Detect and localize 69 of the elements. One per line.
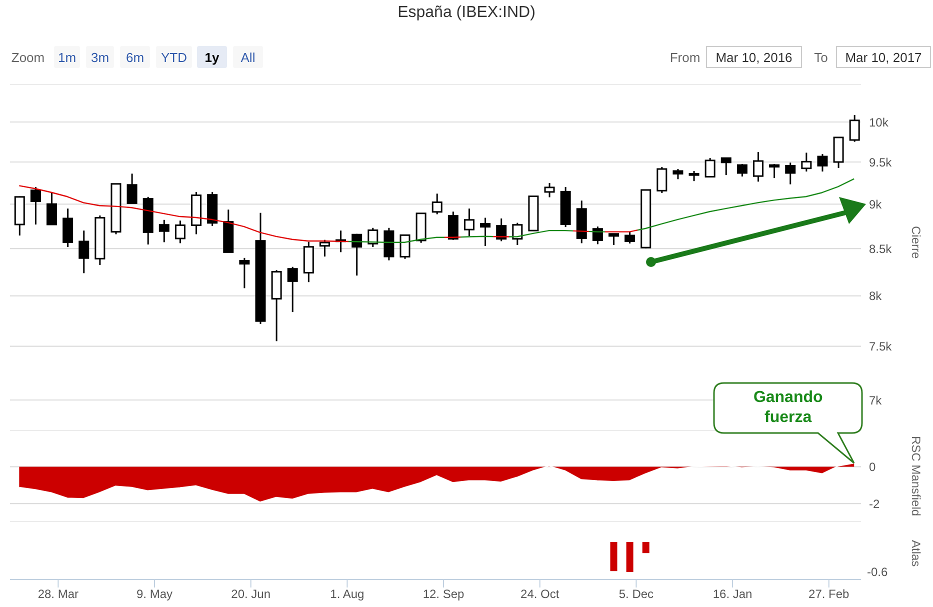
y-tick-label: 7k bbox=[869, 393, 883, 408]
candlestick bbox=[319, 239, 330, 258]
candlestick bbox=[464, 208, 474, 237]
x-tick-label: 12. Sep bbox=[422, 587, 465, 602]
candlestick bbox=[672, 168, 684, 180]
text: -0.6 bbox=[867, 564, 888, 580]
y-axis-title: Atlas bbox=[908, 538, 924, 569]
text: YTD bbox=[156, 46, 192, 68]
candlestick bbox=[720, 157, 732, 176]
y-tick-label: 7.5k bbox=[869, 339, 893, 354]
x-tick-label: 20. Jun bbox=[231, 587, 271, 602]
text: 1m bbox=[54, 46, 80, 68]
text: From bbox=[668, 48, 702, 66]
y-tick-label: -2 bbox=[869, 496, 880, 511]
y-tick-label: 10k bbox=[869, 115, 890, 130]
candlestick bbox=[608, 233, 619, 246]
candlestick bbox=[769, 163, 780, 179]
candlestick bbox=[78, 230, 90, 274]
text: To bbox=[813, 48, 829, 66]
candlestick bbox=[544, 182, 555, 198]
candlestick bbox=[352, 233, 362, 276]
candlestick bbox=[736, 163, 748, 178]
candlestick bbox=[287, 266, 298, 313]
annotation: Ganando fuerza bbox=[752, 388, 824, 428]
candlestick bbox=[512, 222, 523, 246]
candlestick bbox=[400, 234, 410, 260]
x-tick-label: 24. Oct bbox=[520, 587, 560, 602]
candlestick bbox=[432, 192, 442, 215]
candlestick bbox=[688, 170, 700, 182]
x-tick-label: 5. Dec bbox=[618, 587, 654, 602]
candlestick bbox=[158, 219, 170, 243]
candlestick bbox=[46, 192, 58, 226]
candlestick bbox=[239, 257, 250, 289]
text: 1y bbox=[197, 46, 227, 68]
x-tick-label: 27. Feb bbox=[808, 587, 850, 602]
y-tick-label: 9.5k bbox=[869, 155, 893, 170]
candlestick bbox=[126, 172, 138, 204]
text: Mar 10, 2017 bbox=[836, 46, 931, 68]
candlestick bbox=[817, 153, 828, 172]
y-axis-title: RSC Mansfield bbox=[908, 434, 924, 518]
y-tick-label: 0 bbox=[869, 460, 876, 474]
y-tick-label: 8k bbox=[869, 289, 883, 304]
candlestick bbox=[62, 208, 74, 248]
candlestick bbox=[656, 166, 668, 194]
candlestick bbox=[496, 218, 507, 242]
candlestick bbox=[753, 151, 764, 182]
candlestick bbox=[174, 220, 186, 244]
x-tick-label: 16. Jan bbox=[712, 587, 752, 602]
candlestick bbox=[785, 162, 796, 186]
candlestick bbox=[624, 231, 636, 244]
candlestick bbox=[801, 152, 812, 172]
y-tick-label: 8.5k bbox=[869, 242, 893, 256]
text: Zoom bbox=[10, 48, 46, 66]
candlestick bbox=[448, 210, 458, 241]
candlestick bbox=[368, 227, 378, 248]
x-tick-label: 1. Aug bbox=[330, 587, 364, 602]
chart-title: España (IBEX:IND) bbox=[396, 4, 536, 22]
y-tick-label: 9k bbox=[869, 197, 883, 212]
x-tick-label: 9. May bbox=[136, 587, 173, 602]
text: 3m bbox=[86, 46, 114, 68]
candlestick bbox=[480, 217, 491, 247]
candlestick bbox=[849, 114, 860, 143]
text: 6m bbox=[120, 46, 150, 68]
candlestick bbox=[30, 186, 41, 226]
y-axis-title: Cierre bbox=[908, 224, 924, 260]
text: All bbox=[233, 46, 263, 68]
x-tick-label: 28. Mar bbox=[38, 587, 79, 602]
candlestick bbox=[704, 157, 716, 178]
text: Mar 10, 2016 bbox=[706, 46, 802, 68]
